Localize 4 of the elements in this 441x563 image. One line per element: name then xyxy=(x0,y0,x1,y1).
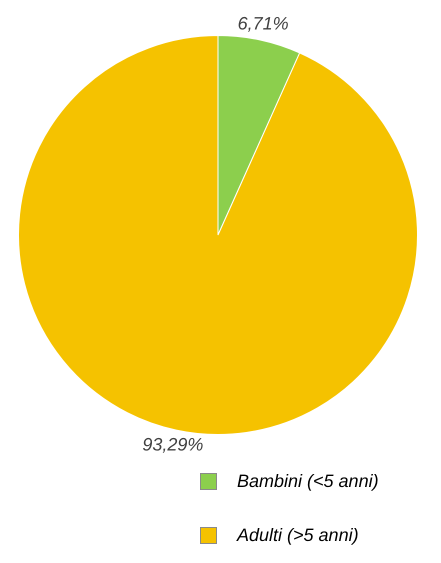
data-label: 6,71% xyxy=(238,13,289,34)
data-label: 93,29% xyxy=(142,434,204,455)
legend-label: Adulti (>5 anni) xyxy=(237,524,359,546)
legend-label: Bambini (<5 anni) xyxy=(237,470,379,492)
